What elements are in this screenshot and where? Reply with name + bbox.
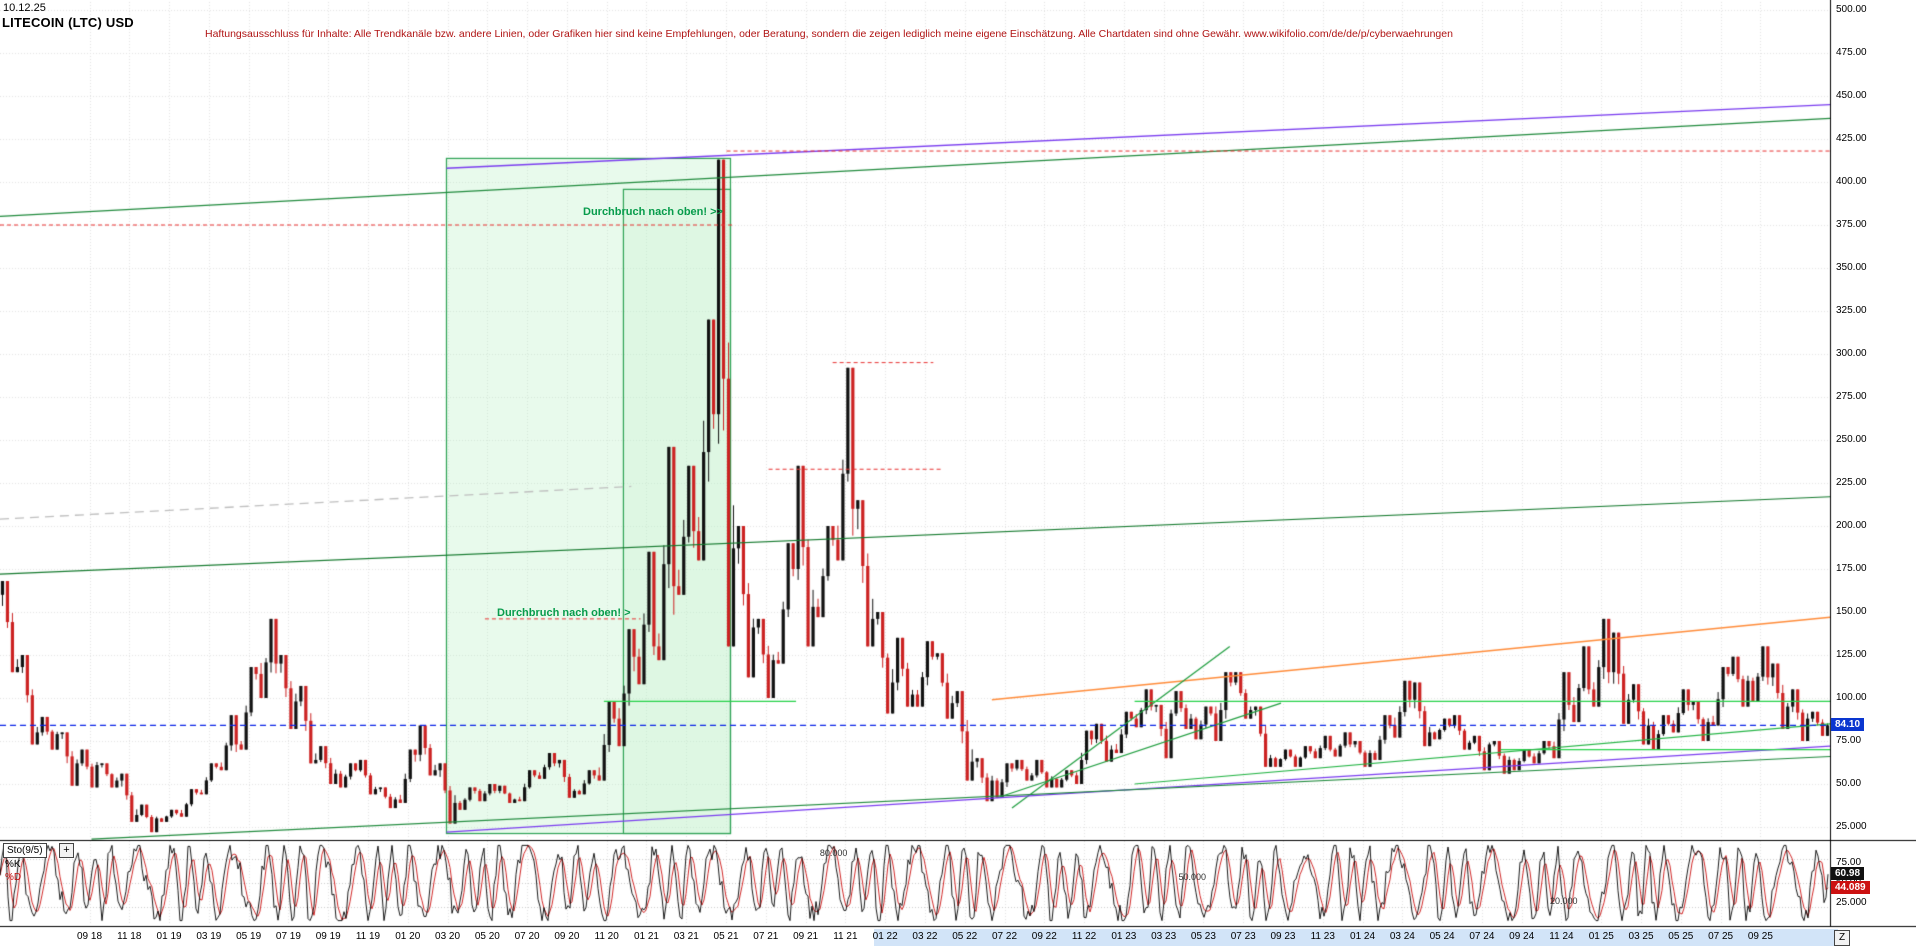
sto-k-value-badge: 60.98: [1831, 867, 1865, 881]
x-axis-label: 09 23: [1270, 931, 1296, 942]
chart-title: LITECOIN (LTC) USD: [2, 15, 134, 30]
sto-level-label: 80.000: [819, 848, 848, 858]
price-axis-label: 75.00: [1836, 735, 1862, 746]
x-axis-label: 01 22: [872, 931, 898, 942]
sto-level-label: 50.000: [1178, 872, 1207, 882]
x-axis-label: 01 20: [395, 931, 421, 942]
disclaimer-text: Haftungsausschluss für Inhalte: Alle Tre…: [205, 28, 1453, 40]
x-axis-label: 05 23: [1190, 931, 1216, 942]
x-axis-label: 03 25: [1628, 931, 1654, 942]
price-axis-label: 25.000: [1836, 821, 1867, 832]
x-axis-label: 11 18: [117, 931, 142, 942]
price-axis-label: 150.00: [1836, 606, 1867, 617]
x-axis-label: 05 20: [474, 931, 500, 942]
x-axis-label: 07 25: [1708, 931, 1734, 942]
x-axis-label: 07 23: [1230, 931, 1256, 942]
x-axis-label: 01 24: [1350, 931, 1376, 942]
price-axis-label: 375.00: [1836, 219, 1867, 230]
price-axis-label: 500.00: [1836, 4, 1867, 15]
x-axis-label: 11 24: [1549, 931, 1574, 942]
price-axis-label: 175.00: [1836, 563, 1867, 574]
add-indicator-button[interactable]: +: [59, 843, 74, 858]
x-axis-label: 01 23: [1111, 931, 1137, 942]
x-axis-label: 03 19: [196, 931, 222, 942]
price-axis-label: 350.00: [1836, 262, 1867, 273]
price-axis-label: 300.00: [1836, 348, 1867, 359]
price-axis-label: 200.00: [1836, 520, 1867, 531]
x-axis-label: 03 21: [673, 931, 699, 942]
x-axis-label: 03 23: [1151, 931, 1177, 942]
x-axis-label: 09 20: [554, 931, 580, 942]
x-axis-label: 09 21: [793, 931, 819, 942]
x-axis-label: 07 22: [991, 931, 1018, 942]
sto-k-label: %K: [5, 859, 21, 870]
breakout-annotation: Durchbruch nach oben! >>: [583, 206, 723, 218]
price-axis-label: 50.00: [1836, 778, 1862, 789]
x-axis-label: 05 24: [1429, 931, 1455, 942]
x-axis-label: 11 19: [355, 931, 381, 942]
x-axis-label: 03 22: [912, 931, 938, 942]
stochastic-indicator-label[interactable]: Sto(9/5): [3, 843, 47, 858]
sto-d-value-badge: 44.089: [1831, 880, 1870, 894]
x-axis-label: 01 21: [633, 931, 659, 942]
x-axis-label: 05 21: [713, 931, 739, 942]
x-axis-label: 11 22: [1071, 931, 1097, 942]
zoom-reset-button[interactable]: Z: [1834, 930, 1850, 946]
x-axis-label: 07 24: [1469, 931, 1495, 942]
x-axis-label: 05 25: [1668, 931, 1694, 942]
price-axis-label: 100.00: [1836, 692, 1867, 703]
x-axis-label: 05 19: [236, 931, 262, 942]
breakout-annotation: Durchbruch nach oben! >: [497, 607, 631, 619]
x-axis-label: 09 18: [76, 931, 103, 942]
sto-level-label: 20.000: [1550, 896, 1578, 906]
price-axis-label: 250.00: [1836, 434, 1867, 445]
sto-axis-label: 75.00: [1836, 857, 1862, 868]
x-axis-label: 11 20: [594, 931, 619, 942]
sto-axis-label: 25.000: [1836, 897, 1867, 908]
x-axis-label: 01 25: [1588, 931, 1614, 942]
price-axis-label: 425.00: [1836, 133, 1867, 144]
x-axis-label: 05 22: [952, 931, 978, 942]
price-axis-label: 400.00: [1836, 176, 1867, 187]
sto-d-label: %D: [5, 872, 22, 883]
x-axis-label: 03 24: [1389, 931, 1415, 942]
x-axis-label: 09 22: [1031, 931, 1057, 942]
price-axis-label: 475.00: [1836, 47, 1867, 58]
last-price-badge: 84.10: [1831, 718, 1865, 732]
x-axis-label: 07 21: [753, 931, 779, 942]
chart-date: 10.12.25: [3, 2, 46, 14]
x-axis-label: 09 19: [315, 931, 341, 942]
x-axis-label: 11 23: [1310, 931, 1335, 942]
price-axis-label: 450.00: [1836, 90, 1867, 101]
x-axis-label: 11 21: [833, 931, 858, 942]
x-axis-label: 07 20: [514, 931, 540, 942]
price-axis-label: 225.00: [1836, 477, 1867, 488]
price-axis-label: 275.00: [1836, 391, 1867, 402]
x-axis-label: 09 25: [1747, 931, 1773, 942]
x-axis-label: 09 24: [1509, 931, 1535, 942]
price-axis-label: 325.00: [1836, 305, 1867, 316]
x-axis-label: 07 19: [275, 931, 301, 942]
x-axis-highlight-band: [874, 929, 1838, 946]
x-axis-label: 03 20: [435, 931, 461, 942]
x-axis-label: 01 19: [156, 931, 182, 942]
price-axis-label: 125.00: [1836, 649, 1867, 660]
